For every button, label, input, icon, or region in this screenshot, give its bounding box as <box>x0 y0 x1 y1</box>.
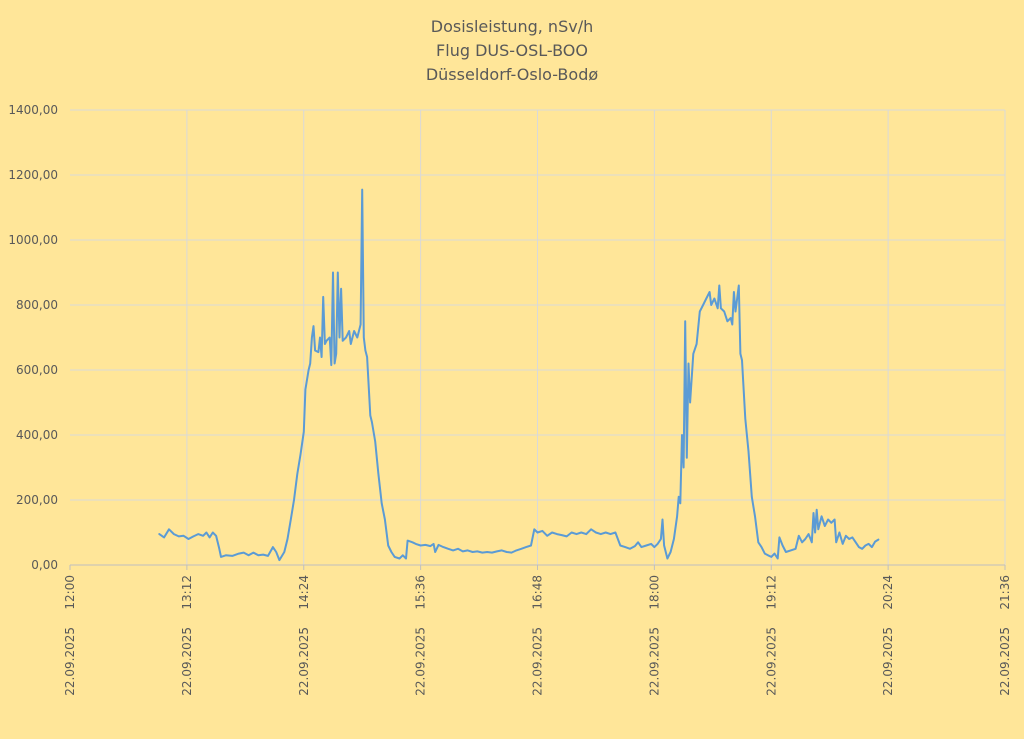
chart-title: Dosisleistung, nSv/h Flug DUS-OSL-BOO Düss… <box>426 17 599 84</box>
x-tick-date: 22.09.2025 <box>180 627 194 696</box>
y-axis: 0,00 200,00 400,00 600,00 800,00 1000,00 1200,… <box>8 103 58 572</box>
x-tick-time: 19:12 <box>764 575 778 610</box>
x-tick-date: 22.09.2025 <box>764 627 778 696</box>
chart-title-line: Flug DUS-OSL-BOO <box>436 41 588 60</box>
x-tick-time: 12:00 <box>63 575 77 610</box>
series-group <box>158 188 880 562</box>
x-axis: 12:00 22.09.2025 13:12 22.09.2025 14:24 22.09… <box>63 564 1012 696</box>
x-tick-date: 22.09.2025 <box>297 627 311 696</box>
series-line <box>158 188 880 562</box>
y-tick-label: 0,00 <box>31 558 58 572</box>
y-tick-label: 1000,00 <box>8 233 58 247</box>
x-tick-date: 22.09.2025 <box>414 627 428 696</box>
x-tick-date: 22.09.2025 <box>531 627 545 696</box>
y-tick-label: 1400,00 <box>8 103 58 117</box>
chart-title-line: Dosisleistung, nSv/h <box>431 17 593 36</box>
x-tick-date: 22.09.2025 <box>998 627 1012 696</box>
x-tick-time: 15:36 <box>414 575 428 610</box>
x-tick-time: 13:12 <box>180 575 194 610</box>
gridlines <box>70 109 1006 565</box>
x-tick-date: 22.09.2025 <box>881 627 895 696</box>
y-tick-label: 600,00 <box>16 363 58 377</box>
x-tick-date: 22.09.2025 <box>63 627 77 696</box>
y-tick-label: 400,00 <box>16 428 58 442</box>
x-tick-time: 20:24 <box>881 575 895 610</box>
x-tick-time: 16:48 <box>531 575 545 610</box>
y-tick-label: 1200,00 <box>8 168 58 182</box>
x-tick-time: 21:36 <box>998 575 1012 610</box>
x-tick-time: 14:24 <box>297 575 311 610</box>
x-tick-time: 18:00 <box>647 575 661 610</box>
y-tick-label: 200,00 <box>16 493 58 507</box>
y-tick-label: 800,00 <box>16 298 58 312</box>
x-tick-date: 22.09.2025 <box>647 627 661 696</box>
chart-title-line: Düsseldorf-Oslo-Bodø <box>426 65 599 84</box>
